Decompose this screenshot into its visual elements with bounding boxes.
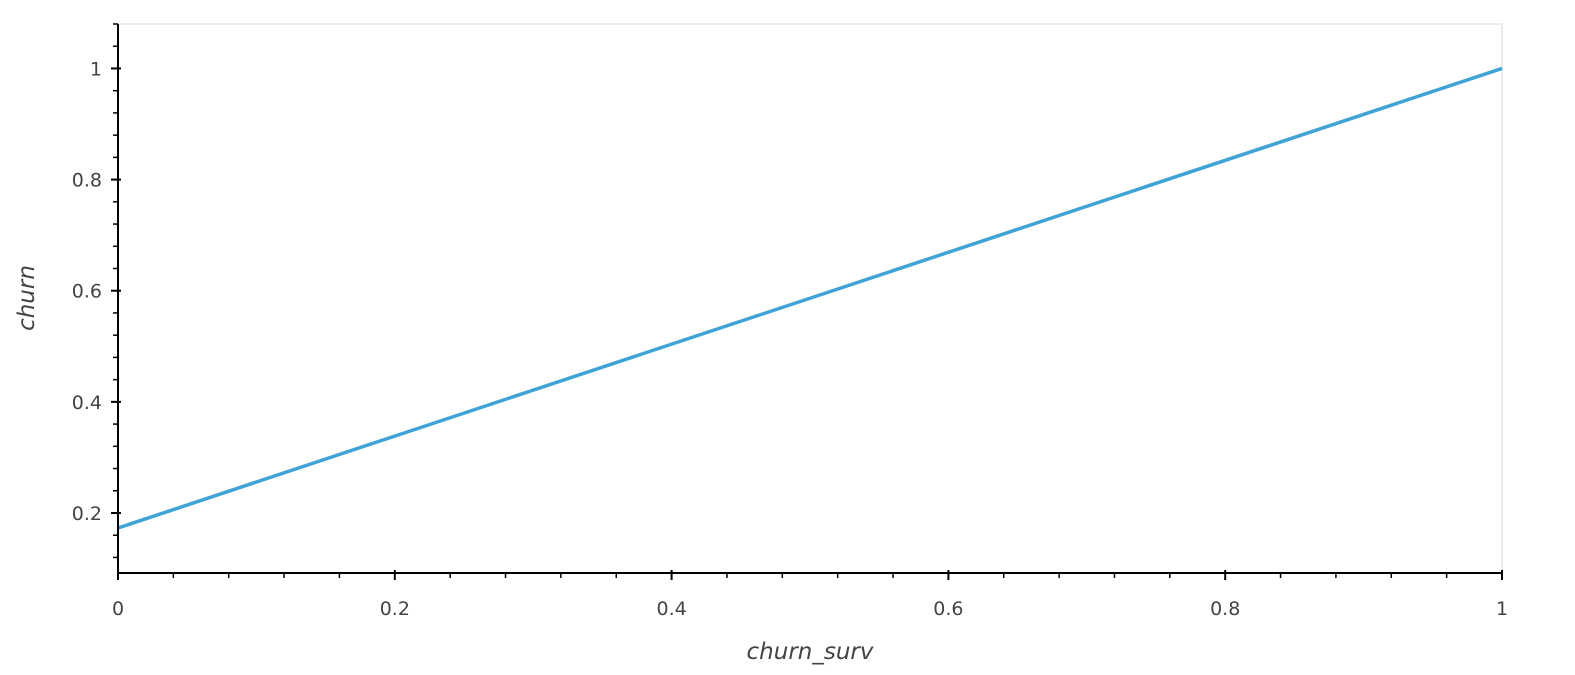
x-axis-ticks	[117, 570, 1503, 580]
x-axis-title: churn_surv	[747, 639, 874, 665]
x-tick-label: 0.6	[933, 598, 963, 620]
y-tick-label: 0.6	[72, 281, 102, 303]
x-tick-label: 1	[1496, 598, 1508, 620]
y-tick-label: 0.8	[72, 170, 102, 192]
y-tick-label: 0.2	[72, 503, 102, 525]
y-axis-title: churn	[14, 265, 40, 331]
series-layer	[117, 66, 1503, 530]
x-tick-label: 0.2	[380, 598, 410, 620]
y-axis-tick-labels: 0.2 0.4 0.6 0.8 1	[72, 58, 102, 525]
x-tick-label: 0.8	[1210, 598, 1240, 620]
x-tick-label: 0	[112, 598, 124, 620]
y-axis-ticks	[111, 23, 121, 559]
x-tick-label: 0.4	[656, 598, 686, 620]
y-tick-label: 0.4	[72, 392, 102, 414]
y-tick-label: 1	[90, 58, 102, 80]
series-line-1	[117, 66, 1503, 530]
x-axis-tick-labels: 0 0.2 0.4 0.6 0.8 1	[112, 598, 1508, 620]
